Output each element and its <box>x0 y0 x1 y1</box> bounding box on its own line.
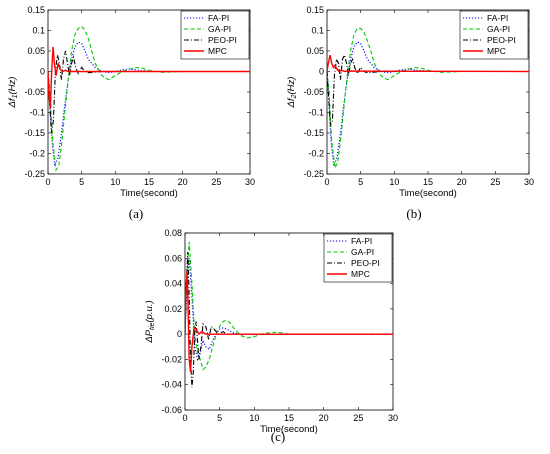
x-axis-title: Time(second) <box>399 188 457 199</box>
y-axis-title: Δf1(Hz) <box>7 77 19 109</box>
series-line-peo-pi <box>327 53 529 127</box>
x-tick-label: 30 <box>245 177 255 187</box>
legend-label: PEO-PI <box>351 258 380 268</box>
x-tick-label: 10 <box>249 413 259 423</box>
legend-label: GA-PI <box>351 247 374 257</box>
chart-panel-1: 0 5 10 15 20 25 30 -0.25 -0.2 -0.15 -0.1 -0.05 0 0.05… <box>286 5 534 221</box>
y-axis-title-subscript: tie <box>149 322 156 330</box>
panel-label: (c) <box>271 429 285 444</box>
x-tick-label: 5 <box>217 413 222 423</box>
x-tick-label: 0 <box>324 177 329 187</box>
legend-label: MPC <box>487 46 506 56</box>
y-axis-title-prefix: ΔP <box>144 329 155 343</box>
legend-label: GA-PI <box>487 24 510 34</box>
x-axis-title: Time(second) <box>260 424 318 435</box>
series-line-mpc <box>48 46 250 109</box>
legend-box <box>323 233 393 283</box>
y-tick-label: 0.06 <box>164 253 182 263</box>
x-tick-label: 20 <box>178 177 188 187</box>
x-tick-label: 15 <box>144 177 154 187</box>
legend-label: MPC <box>351 269 370 279</box>
y-tick-label: 0.02 <box>164 304 182 314</box>
y-tick-label: -0.25 <box>303 169 324 179</box>
y-tick-label: 0 <box>319 67 324 77</box>
x-tick-label: 25 <box>490 177 500 187</box>
series-line-mpc <box>327 54 529 73</box>
x-tick-label: 0 <box>182 413 187 423</box>
y-tick-label: -0.06 <box>161 405 182 415</box>
legend-label: PEO-PI <box>208 35 237 45</box>
y-axis-title-subscript: 1 <box>12 94 19 98</box>
y-axis-title-prefix: Δf <box>7 97 18 108</box>
x-tick-label: 20 <box>457 177 467 187</box>
y-tick-label: 0.04 <box>164 279 182 289</box>
series-line-ga-pi <box>48 25 250 172</box>
panel-label: (b) <box>406 206 421 221</box>
panel-label: (a) <box>129 206 143 221</box>
y-tick-label: 0.05 <box>27 46 45 56</box>
series-line-peo-pi <box>185 251 393 388</box>
legend-label: FA-PI <box>208 13 229 23</box>
x-tick-label: 30 <box>524 177 534 187</box>
x-tick-label: 0 <box>45 177 50 187</box>
y-axis-title-subscript: 2 <box>291 94 298 99</box>
legend-label: GA-PI <box>208 24 231 34</box>
y-tick-label: 0.08 <box>164 228 182 238</box>
y-axis-title: ΔPtie(p.u.) <box>144 300 156 343</box>
series-line-ga-pi <box>185 241 393 371</box>
y-tick-label: 0.1 <box>32 26 45 36</box>
x-tick-label: 10 <box>110 177 120 187</box>
y-tick-label: -0.2 <box>29 149 45 159</box>
y-tick-label: 0.15 <box>306 5 324 15</box>
y-tick-label: -0.15 <box>24 128 45 138</box>
series-line-ga-pi <box>327 27 529 170</box>
x-tick-label: 10 <box>389 177 399 187</box>
x-tick-label: 15 <box>423 177 433 187</box>
legend-label: PEO-PI <box>487 35 516 45</box>
y-axis-title: Δf2(Hz) <box>286 77 298 109</box>
x-tick-label: 5 <box>358 177 363 187</box>
chart-panel-0: 0 5 10 15 20 25 30 -0.25 -0.2 -0.15 -0.1 -0.05 0 0.05… <box>7 5 255 221</box>
series-line-mpc <box>185 270 393 373</box>
y-tick-label: -0.04 <box>161 380 182 390</box>
x-tick-label: 30 <box>388 413 398 423</box>
y-axis-title-unit: (Hz) <box>286 77 297 95</box>
x-tick-label: 5 <box>79 177 84 187</box>
y-tick-label: 0.1 <box>311 26 324 36</box>
x-tick-label: 15 <box>284 413 294 423</box>
y-tick-label: -0.25 <box>24 169 45 179</box>
y-tick-label: -0.1 <box>29 108 45 118</box>
y-tick-label: -0.05 <box>303 87 324 97</box>
x-tick-label: 20 <box>319 413 329 423</box>
y-tick-label: 0.05 <box>306 46 324 56</box>
legend-label: FA-PI <box>351 236 372 246</box>
y-tick-label: -0.02 <box>161 354 182 364</box>
y-tick-label: -0.2 <box>308 149 324 159</box>
y-tick-label: -0.15 <box>303 128 324 138</box>
legend-label: MPC <box>208 46 227 56</box>
y-tick-label: 0.15 <box>27 5 45 15</box>
x-tick-label: 25 <box>211 177 221 187</box>
y-axis-title-unit: (Hz) <box>7 77 18 95</box>
y-tick-label: 0 <box>40 67 45 77</box>
x-tick-label: 25 <box>353 413 363 423</box>
legend-label: FA-PI <box>487 13 508 23</box>
y-tick-label: -0.05 <box>24 87 45 97</box>
x-axis-title: Time(second) <box>120 188 178 199</box>
chart-panel-2: 0 5 10 15 20 25 30 -0.06 -0.04 -0.02 0 0.02 0.04 0.06… <box>144 228 398 444</box>
y-axis-title-prefix: Δf <box>286 97 297 108</box>
y-tick-label: 0 <box>177 329 182 339</box>
y-axis-title-unit: (p.u.) <box>144 300 155 322</box>
series-line-peo-pi <box>48 50 250 134</box>
y-tick-label: -0.1 <box>308 108 324 118</box>
series-line-fa-pi <box>185 258 393 362</box>
